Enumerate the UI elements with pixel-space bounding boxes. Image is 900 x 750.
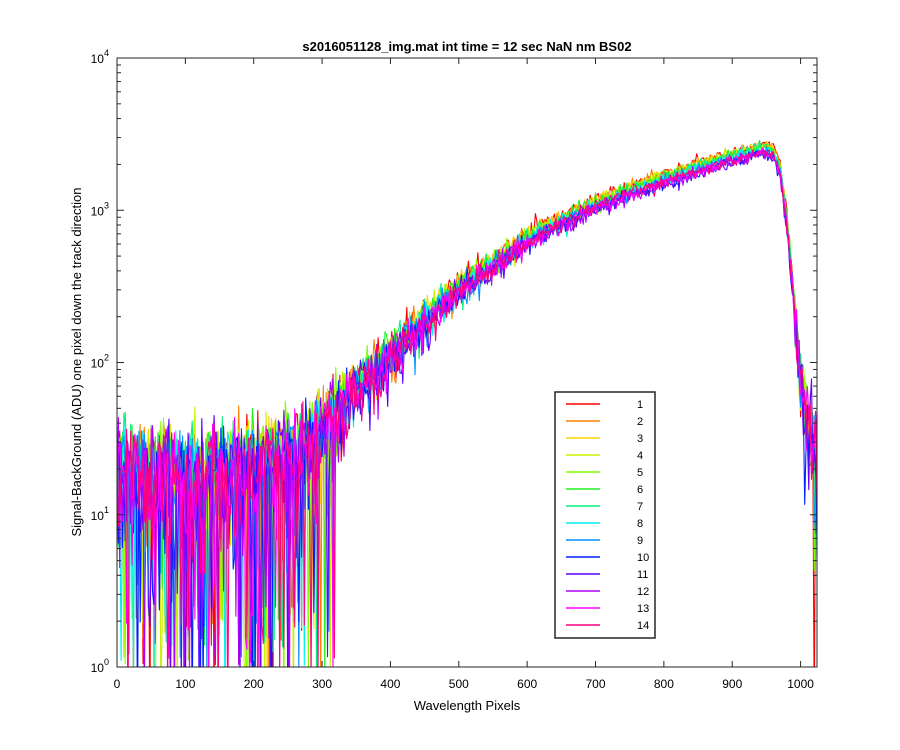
legend-label-10: 10 bbox=[637, 552, 649, 564]
x-tick-label: 0 bbox=[114, 677, 121, 691]
legend-label-5: 5 bbox=[637, 467, 643, 479]
series-line-8 bbox=[117, 146, 817, 667]
x-tick-label: 400 bbox=[380, 677, 400, 691]
series-line-14 bbox=[117, 149, 817, 667]
x-tick-label: 600 bbox=[517, 677, 537, 691]
legend-label-3: 3 bbox=[637, 433, 643, 445]
legend-label-9: 9 bbox=[637, 535, 643, 547]
legend-label-1: 1 bbox=[637, 399, 643, 411]
legend-label-14: 14 bbox=[637, 620, 649, 632]
x-tick-label: 300 bbox=[312, 677, 332, 691]
legend-label-7: 7 bbox=[637, 501, 643, 513]
x-axis-label: Wavelength Pixels bbox=[414, 698, 521, 713]
x-tick-label: 800 bbox=[654, 677, 674, 691]
x-tick-label: 700 bbox=[586, 677, 606, 691]
series-layer bbox=[117, 139, 817, 667]
legend-label-11: 11 bbox=[637, 569, 648, 581]
x-axis: 0 100 200 300 400 500 600 700 800 900 1000 bbox=[114, 58, 814, 691]
x-tick-label: 500 bbox=[449, 677, 469, 691]
chart-title: s2016051128_img.mat int time = 12 sec Na… bbox=[302, 39, 631, 54]
y-tick-label: 104 bbox=[91, 48, 109, 66]
y-tick-label: 102 bbox=[91, 353, 109, 371]
x-tick-label: 100 bbox=[175, 677, 195, 691]
y-tick-label: 100 bbox=[91, 657, 109, 675]
y-tick-label: 101 bbox=[91, 505, 109, 523]
x-tick-label: 200 bbox=[244, 677, 264, 691]
legend-label-6: 6 bbox=[637, 484, 643, 496]
legend-box bbox=[554, 391, 656, 639]
x-tick-label: 1000 bbox=[787, 677, 814, 691]
legend-label-13: 13 bbox=[637, 603, 649, 615]
legend-label-4: 4 bbox=[637, 450, 643, 462]
y-axis-label: Signal-BackGround (ADU) one pixel down t… bbox=[69, 187, 84, 536]
legend-label-8: 8 bbox=[637, 518, 643, 530]
legend-label-2: 2 bbox=[637, 416, 643, 428]
legend-label-12: 12 bbox=[637, 586, 649, 598]
x-tick-label: 900 bbox=[722, 677, 742, 691]
y-tick-label: 103 bbox=[91, 200, 109, 218]
